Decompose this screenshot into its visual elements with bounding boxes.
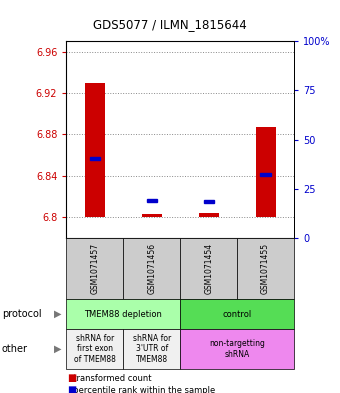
Text: shRNA for
first exon
of TMEM88: shRNA for first exon of TMEM88 bbox=[74, 334, 116, 364]
Text: ■: ■ bbox=[67, 385, 76, 393]
Text: percentile rank within the sample: percentile rank within the sample bbox=[68, 386, 215, 393]
Text: non-targetting
shRNA: non-targetting shRNA bbox=[209, 339, 265, 359]
Text: ▶: ▶ bbox=[54, 344, 62, 354]
Bar bbox=[199, 213, 219, 217]
Bar bbox=[204, 200, 214, 203]
Text: TMEM88 depletion: TMEM88 depletion bbox=[84, 310, 162, 318]
Bar bbox=[147, 199, 157, 202]
Text: GSM1071454: GSM1071454 bbox=[204, 242, 213, 294]
Bar bbox=[260, 173, 271, 176]
Bar bbox=[142, 214, 162, 217]
Text: ▶: ▶ bbox=[54, 309, 62, 319]
Text: GSM1071456: GSM1071456 bbox=[147, 242, 156, 294]
Text: protocol: protocol bbox=[2, 309, 41, 319]
Text: ■: ■ bbox=[67, 373, 76, 384]
Text: GDS5077 / ILMN_1815644: GDS5077 / ILMN_1815644 bbox=[93, 18, 247, 31]
Text: shRNA for
3'UTR of
TMEM88: shRNA for 3'UTR of TMEM88 bbox=[133, 334, 171, 364]
Text: GSM1071455: GSM1071455 bbox=[261, 242, 270, 294]
Bar bbox=[256, 127, 276, 217]
Text: transformed count: transformed count bbox=[68, 374, 152, 383]
Bar bbox=[90, 156, 100, 160]
Text: other: other bbox=[2, 344, 28, 354]
Bar bbox=[85, 83, 105, 217]
Text: control: control bbox=[222, 310, 252, 318]
Text: GSM1071457: GSM1071457 bbox=[90, 242, 99, 294]
